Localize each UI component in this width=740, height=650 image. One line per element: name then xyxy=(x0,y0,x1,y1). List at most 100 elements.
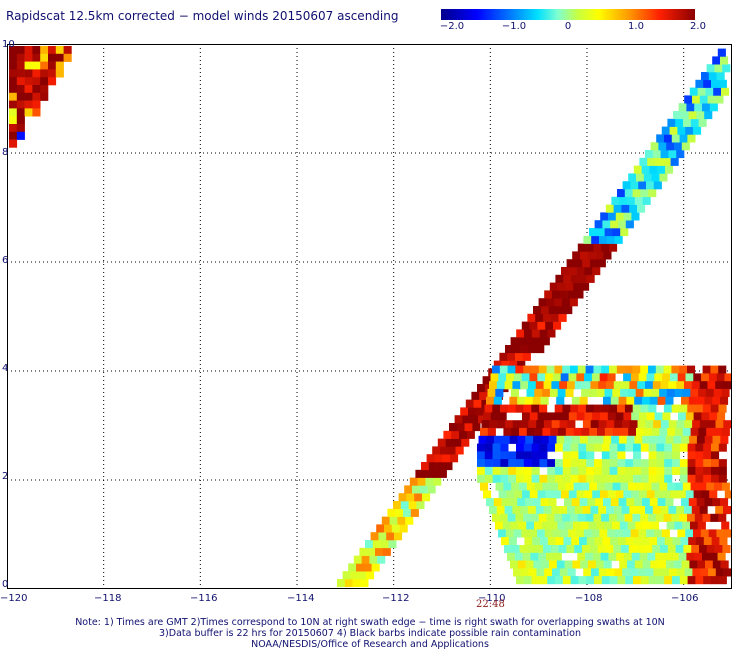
wind-cell xyxy=(516,466,525,475)
wind-cell xyxy=(521,321,530,330)
wind-cell xyxy=(633,165,642,174)
wind-cell xyxy=(627,521,636,530)
wind-cell xyxy=(40,53,49,62)
wind-cell xyxy=(685,373,694,382)
wind-cell xyxy=(709,103,718,112)
wind-cell xyxy=(696,435,705,444)
wind-cell xyxy=(711,474,720,483)
colorbar xyxy=(441,9,695,20)
wind-cell xyxy=(519,545,528,554)
wind-cell xyxy=(532,537,541,546)
wind-cell xyxy=(646,490,655,499)
wind-cell xyxy=(497,420,506,429)
wind-cell xyxy=(646,529,655,538)
wind-cell xyxy=(693,490,702,499)
wind-cell xyxy=(612,228,621,237)
wind-cell xyxy=(479,391,488,400)
wind-cell xyxy=(582,420,591,429)
wind-cell xyxy=(693,412,702,421)
wind-cell xyxy=(634,560,643,569)
wind-cell xyxy=(594,537,603,546)
wind-cell xyxy=(687,474,696,483)
wind-cell xyxy=(577,513,586,522)
footnote-line-2: 3)Data buffer is 22 hrs for 20150607 4) … xyxy=(159,628,581,639)
wind-cell xyxy=(564,560,573,569)
wind-cell xyxy=(510,388,519,397)
wind-cell xyxy=(492,365,501,374)
wind-cell xyxy=(495,388,504,397)
wind-cell xyxy=(431,469,440,478)
wind-cell xyxy=(656,443,665,452)
wind-cell xyxy=(601,243,610,252)
wind-cell xyxy=(651,427,660,436)
wind-cell xyxy=(675,427,684,436)
wind-cell xyxy=(496,381,505,390)
wind-cell xyxy=(601,474,610,483)
wind-cell xyxy=(586,537,595,546)
wind-cell xyxy=(677,126,686,135)
wind-cell xyxy=(565,388,574,397)
wind-cell xyxy=(389,516,398,525)
wind-cell xyxy=(461,438,470,447)
wind-cell xyxy=(408,501,417,510)
wind-cell xyxy=(16,77,25,86)
wind-cell xyxy=(589,228,598,237)
wind-cell xyxy=(477,474,486,483)
wind-cell xyxy=(538,513,547,522)
wind-cell xyxy=(498,529,507,538)
wind-cell xyxy=(597,427,606,436)
wind-cell xyxy=(628,427,637,436)
wind-cell xyxy=(559,420,568,429)
wind-cell xyxy=(645,381,654,390)
wind-cell xyxy=(672,466,681,475)
wind-cell xyxy=(610,396,619,405)
wind-cell xyxy=(500,443,509,452)
wind-cell xyxy=(562,365,571,374)
wind-cell xyxy=(613,506,622,515)
wind-cell xyxy=(542,482,551,491)
wind-cell xyxy=(40,69,49,78)
wind-cell xyxy=(642,498,651,507)
wind-cell xyxy=(511,482,520,491)
wind-cell xyxy=(590,259,599,268)
wind-cell xyxy=(342,571,351,580)
wind-cell xyxy=(604,388,613,397)
wind-cell xyxy=(540,306,549,315)
wind-cell xyxy=(531,474,540,483)
wind-cell xyxy=(496,506,505,515)
wind-cell xyxy=(715,381,724,390)
wind-cell xyxy=(604,521,613,530)
wind-cell xyxy=(579,396,588,405)
wind-cell xyxy=(547,443,556,452)
wind-cell xyxy=(544,290,553,299)
wind-cell xyxy=(624,365,633,374)
wind-cell xyxy=(24,108,33,117)
wind-cell xyxy=(608,212,617,221)
x-tick-label: −118 xyxy=(94,593,122,604)
wind-cell xyxy=(600,212,609,221)
wind-cell xyxy=(723,506,732,515)
wind-cell xyxy=(635,388,644,397)
wind-cell xyxy=(543,313,552,322)
wind-cell xyxy=(24,77,33,86)
wind-cell xyxy=(574,506,583,515)
wind-cell xyxy=(685,126,694,135)
wind-cell xyxy=(348,563,357,572)
wind-cell xyxy=(556,396,565,405)
wind-cell xyxy=(567,568,576,577)
wind-cell xyxy=(667,482,676,491)
wind-cell xyxy=(683,118,692,127)
wind-cell xyxy=(559,381,568,390)
wind-cell xyxy=(552,290,561,299)
wind-cell xyxy=(693,529,702,538)
wind-cell xyxy=(562,576,571,585)
wind-cell xyxy=(500,466,509,475)
wind-cell xyxy=(570,459,579,468)
wind-cell xyxy=(591,568,600,577)
wind-cell xyxy=(631,552,640,561)
wind-cell xyxy=(680,537,689,546)
wind-cell xyxy=(634,196,643,205)
wind-cell xyxy=(388,540,397,549)
wind-cell xyxy=(650,435,659,444)
wind-cell xyxy=(600,412,609,421)
